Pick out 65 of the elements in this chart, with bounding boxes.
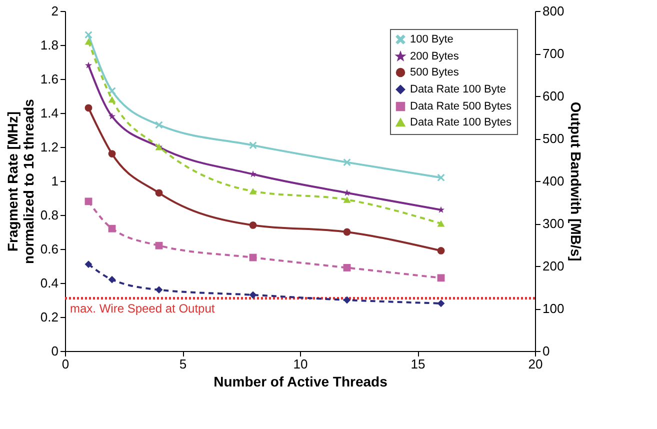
x-tick-label: 20 [528, 356, 543, 372]
point [437, 300, 445, 308]
point [84, 31, 92, 39]
y-tick-label: 0.2 [40, 310, 58, 324]
point [437, 220, 445, 227]
point [155, 189, 163, 197]
y-axis-title: Fragment Rate [MHz] normalized to 16 threads [4, 98, 36, 264]
x-axis-title: Number of Active Threads [214, 374, 388, 390]
y-tick-label: 1.4 [40, 106, 58, 120]
point [249, 291, 257, 299]
legend-label: 200 Bytes [410, 50, 460, 62]
legend-label: Data Rate 100 Bytes [410, 116, 512, 128]
y-tick-label: 0.6 [40, 242, 58, 256]
y2-axis-title: Output Bandwith [MB/s] [568, 102, 584, 262]
y2-tick-label: 100 [542, 301, 564, 316]
y2-tick-label: 0 [542, 344, 550, 358]
point [84, 260, 92, 268]
point [84, 104, 92, 112]
point [343, 264, 351, 272]
point [437, 174, 445, 182]
point [343, 296, 351, 304]
point [108, 224, 116, 232]
point [437, 274, 445, 282]
legend-label: Data Rate 500 Bytes [410, 100, 512, 112]
ref-line-label: max. Wire Speed at Output [70, 301, 216, 316]
y-tick-label: 0.8 [40, 208, 58, 222]
point [108, 150, 116, 158]
y-tick-label: 0.4 [40, 276, 58, 290]
y2-tick-label: 700 [542, 46, 564, 61]
point [343, 196, 351, 203]
point [249, 142, 257, 150]
point [343, 228, 351, 236]
point [108, 96, 116, 103]
y-tick-label: 1.2 [40, 140, 58, 154]
y2-tick-label: 300 [542, 216, 564, 231]
x-tick-label: 10 [293, 356, 308, 372]
y2-tick-label: 600 [542, 88, 564, 104]
point [108, 87, 116, 95]
point [108, 276, 116, 284]
y-tick-label: 1 [51, 174, 58, 188]
point [84, 198, 92, 206]
point [249, 222, 257, 229]
point [108, 112, 116, 120]
x-tick-label: 15 [410, 356, 426, 372]
legend-label: Data Rate 100 Byte [410, 84, 506, 96]
point [84, 38, 92, 45]
point [437, 247, 445, 254]
x-tick-label: 5 [179, 356, 187, 372]
point [155, 121, 163, 129]
y-tick-label: 1.6 [40, 72, 58, 86]
y2-tick-label: 800 [542, 4, 564, 18]
point [84, 62, 92, 68]
y-tick-label: 0 [51, 344, 58, 358]
y-tick-label: 2 [51, 4, 58, 18]
legend-label: 100 Byte [410, 34, 454, 46]
point [155, 242, 163, 250]
point [343, 158, 351, 166]
y2-tick-label: 200 [542, 258, 564, 274]
x-tick-label: 0 [62, 356, 70, 372]
y2-tick-label: 400 [542, 174, 564, 188]
y-tick-label: 1.8 [40, 38, 58, 52]
point [249, 188, 257, 194]
legend-label: 500 Bytes [410, 66, 460, 78]
point [155, 286, 163, 294]
y2-tick-label: 500 [542, 131, 564, 146]
